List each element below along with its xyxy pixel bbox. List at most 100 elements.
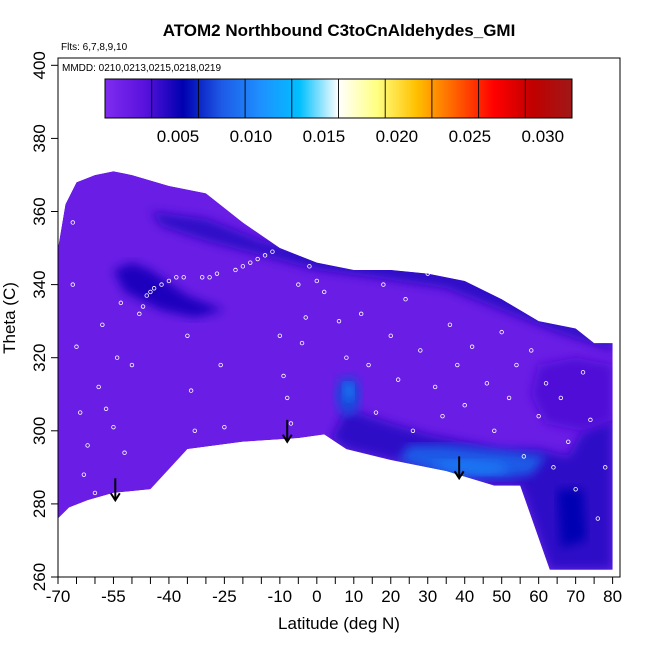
- x-tick-label: -55: [101, 587, 126, 606]
- y-tick-label: 260: [30, 563, 49, 591]
- colorbar-tick-label: 0.015: [303, 127, 346, 146]
- observation-point: [248, 260, 253, 265]
- observation-point: [296, 282, 301, 287]
- observation-point: [122, 450, 127, 455]
- observation-point: [336, 318, 342, 324]
- observation-point: [506, 395, 512, 401]
- observation-point: [603, 465, 608, 470]
- colorbar-tick-label: 0.005: [157, 127, 200, 146]
- x-tick-label: 10: [344, 587, 363, 606]
- x-tick-label: -70: [46, 587, 71, 606]
- observation-point: [469, 344, 475, 349]
- observation-point: [395, 377, 401, 382]
- observation-point: [74, 344, 79, 349]
- observation-point: [477, 278, 482, 284]
- observation-point: [159, 282, 164, 287]
- observation-point: [462, 403, 467, 408]
- observation-point: [432, 384, 438, 390]
- y-tick-label: 380: [30, 124, 49, 152]
- observation-point: [207, 275, 212, 280]
- observation-point: [137, 311, 142, 317]
- x-tick-label: 0: [312, 587, 321, 606]
- observation-point: [536, 413, 541, 419]
- arrow-head: [281, 434, 293, 444]
- observation-point: [573, 487, 578, 492]
- observation-point: [70, 282, 75, 287]
- observation-point: [358, 311, 364, 317]
- y-axis-label: Theta (C): [0, 282, 19, 354]
- observation-point: [595, 516, 601, 521]
- heatmap-region: [331, 408, 613, 570]
- observation-point: [351, 264, 356, 269]
- observation-point: [403, 297, 408, 302]
- y-tick-label: 360: [30, 197, 49, 225]
- observation-point: [174, 275, 179, 280]
- observation-point: [543, 381, 549, 386]
- observation-point: [233, 267, 238, 273]
- x-tick-label: 80: [603, 587, 622, 606]
- x-tick-label: 40: [455, 587, 474, 606]
- observation-point: [270, 249, 275, 254]
- heatmap-region: [342, 383, 354, 402]
- arrow-head: [453, 470, 465, 481]
- observation-point: [144, 293, 149, 298]
- x-tick-label: 70: [566, 587, 585, 606]
- heatmap-region: [427, 460, 510, 475]
- observation-point: [322, 289, 327, 295]
- x-tick-label: -25: [212, 587, 237, 606]
- observation-point: [288, 421, 294, 426]
- observation-point: [373, 410, 379, 415]
- x-tick-label: 30: [418, 587, 437, 606]
- observation-point: [96, 384, 101, 390]
- colorbar-tick-label: 0.030: [522, 127, 565, 146]
- observation-point: [240, 264, 246, 269]
- observation-point: [299, 340, 305, 346]
- observation-point: [388, 333, 393, 338]
- observation-point: [255, 256, 260, 262]
- observation-point: [148, 289, 153, 295]
- observation-point: [111, 424, 116, 430]
- observation-point: [181, 275, 186, 280]
- y-tick-label: 340: [30, 270, 49, 298]
- observation-point: [188, 388, 194, 393]
- y-tick-label: 300: [30, 417, 49, 445]
- observation-point: [281, 373, 286, 379]
- observation-point: [218, 362, 223, 368]
- x-tick-label: 60: [529, 587, 548, 606]
- observation-point: [329, 260, 334, 265]
- observation-point: [166, 278, 172, 284]
- observation-point: [566, 439, 571, 444]
- observation-point: [185, 333, 190, 338]
- colorbar-tick-label: 0.025: [449, 127, 492, 146]
- observation-point: [440, 413, 445, 419]
- heatmap-region: [150, 211, 613, 351]
- observation-point: [514, 362, 519, 368]
- observation-point: [447, 322, 453, 328]
- observation-point: [77, 410, 83, 415]
- x-tick-label: -10: [268, 587, 293, 606]
- x-tick-label: 50: [492, 587, 511, 606]
- observation-point: [100, 322, 105, 328]
- observation-point: [85, 443, 90, 448]
- observation-point: [410, 428, 416, 434]
- observation-point: [262, 253, 268, 258]
- observation-point: [214, 271, 220, 276]
- y-tick-label: 320: [30, 344, 49, 372]
- heatmap-region: [531, 357, 613, 431]
- observation-point: [492, 428, 497, 434]
- observation-point: [103, 406, 109, 412]
- x-tick-label: 20: [381, 587, 400, 606]
- observation-point: [81, 472, 87, 477]
- observation-point: [314, 278, 320, 284]
- dates-annotation: MMDD: 0210,0213,0215,0218,0219: [62, 63, 221, 74]
- observation-point: [192, 428, 198, 434]
- chart-title: ATOM2 Northbound C3toCnAldehydes_GMI: [163, 21, 516, 40]
- observation-point: [344, 355, 349, 360]
- observation-point: [455, 362, 460, 368]
- observation-point: [551, 465, 556, 470]
- observation-point: [129, 362, 135, 368]
- observation-point: [285, 395, 290, 401]
- observation-point: [418, 348, 423, 353]
